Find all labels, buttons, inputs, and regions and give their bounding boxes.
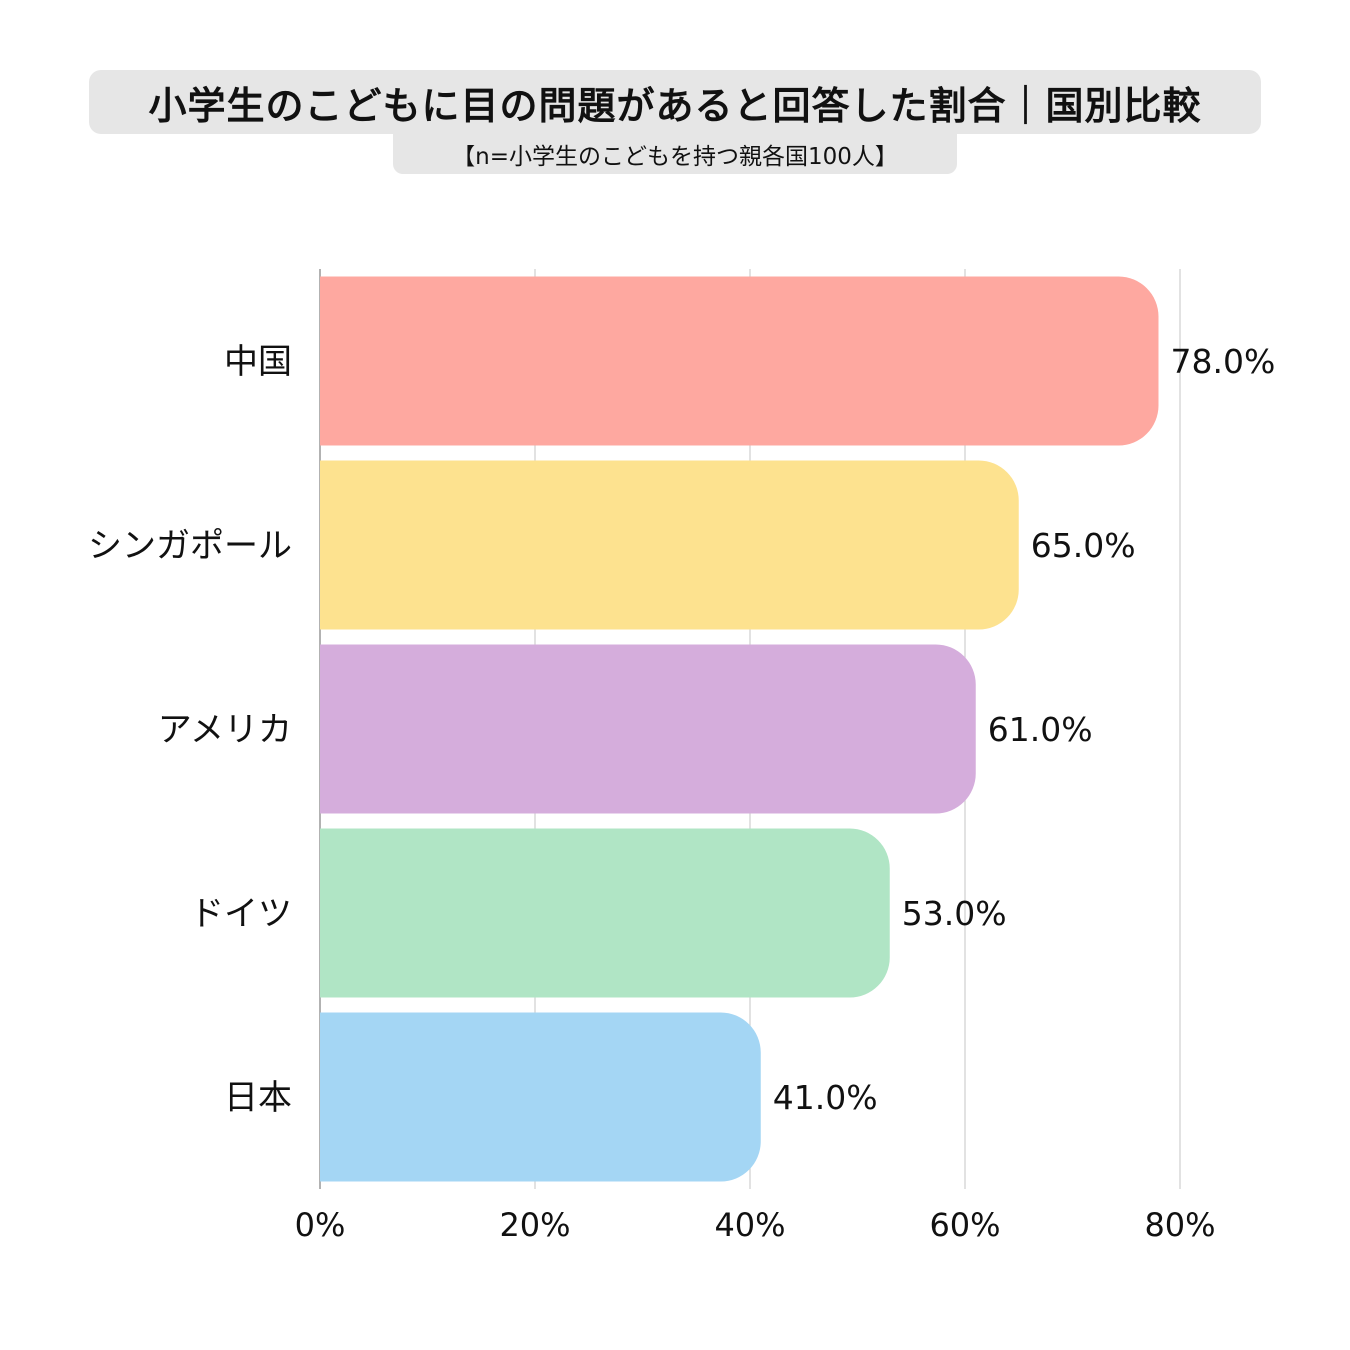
- chart-subtitle: 【n=小学生のこどもを持つ親各国100人】: [393, 134, 957, 174]
- chart-title: 小学生のこどもに目の問題があると回答した割合｜国別比較: [89, 70, 1261, 134]
- bar: [320, 828, 890, 998]
- bar: [320, 276, 1159, 446]
- category-label: 日本: [224, 1078, 292, 1118]
- labels: 0% 20% 40% 60% 80% 中国 78.0% シンガポール 65.0% アメリカ 61.0…: [88, 342, 1275, 1244]
- category-label: 中国: [224, 342, 292, 382]
- category-label: ドイツ: [190, 894, 292, 934]
- bar: [320, 460, 1019, 630]
- x-tick-label: 0%: [295, 1206, 346, 1244]
- value-label: 61.0%: [988, 710, 1093, 749]
- category-label: シンガポール: [88, 526, 292, 566]
- bar: [320, 644, 976, 814]
- x-tick-label: 60%: [929, 1206, 1000, 1244]
- bar: [320, 1012, 761, 1182]
- x-tick-label: 80%: [1144, 1206, 1215, 1244]
- value-label: 41.0%: [773, 1078, 878, 1117]
- value-label: 78.0%: [1171, 342, 1276, 381]
- value-label: 65.0%: [1031, 526, 1136, 565]
- category-label: アメリカ: [158, 710, 292, 750]
- value-label: 53.0%: [902, 894, 1007, 933]
- x-tick-label: 40%: [714, 1206, 785, 1244]
- x-tick-label: 20%: [499, 1206, 570, 1244]
- bars: [320, 276, 1159, 1182]
